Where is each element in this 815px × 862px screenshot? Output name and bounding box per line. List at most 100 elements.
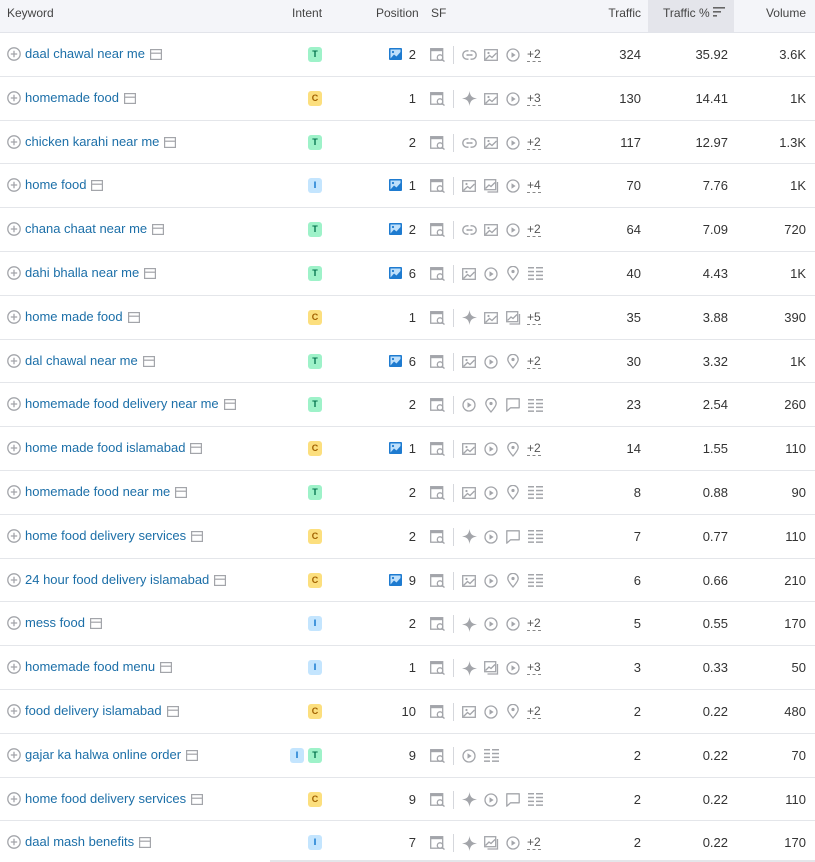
serp-features-icon[interactable]	[430, 222, 446, 238]
keyword-link[interactable]: mess food	[25, 615, 102, 633]
more-serp-features[interactable]: +2	[527, 47, 541, 62]
list-icon[interactable]	[527, 485, 543, 501]
serp-snapshot-icon[interactable]	[223, 398, 236, 414]
serp-snapshot-icon[interactable]	[160, 661, 173, 677]
ai-overview-icon[interactable]	[461, 835, 477, 851]
more-serp-features[interactable]: +2	[527, 134, 541, 150]
header-traffic-pct[interactable]: Traffic %	[663, 0, 725, 32]
intent-badge[interactable]: T	[308, 47, 322, 62]
keyword-link[interactable]: gajar ka halwa online order	[25, 747, 199, 765]
local-pack-icon[interactable]	[505, 441, 521, 457]
add-keyword-icon[interactable]	[7, 616, 21, 631]
list-icon[interactable]	[527, 792, 543, 808]
intent-badge[interactable]: I	[308, 835, 322, 851]
add-keyword-icon[interactable]	[7, 791, 21, 806]
image-icon[interactable]	[461, 704, 477, 720]
intent-badge[interactable]: C	[308, 703, 322, 719]
serp-snapshot-icon[interactable]	[149, 48, 162, 64]
serp-features-icon[interactable]	[430, 441, 446, 457]
keyword-link[interactable]: home food delivery services	[25, 791, 204, 809]
local-pack-icon[interactable]	[505, 354, 521, 370]
serp-features-icon[interactable]	[430, 704, 446, 720]
serp-snapshot-icon[interactable]	[152, 223, 165, 239]
intent-badge[interactable]: I	[308, 616, 322, 632]
keyword-link[interactable]: daal chawal near me	[25, 46, 162, 64]
intent-badge[interactable]: T	[308, 484, 322, 500]
serp-snapshot-icon[interactable]	[186, 749, 199, 765]
intent-badge[interactable]: T	[308, 265, 322, 281]
intent-badge[interactable]: C	[308, 309, 322, 325]
image-icon[interactable]	[461, 178, 477, 194]
keyword-link[interactable]: dal chawal near me	[25, 353, 155, 371]
serp-snapshot-icon[interactable]	[91, 179, 104, 195]
ai-overview-icon[interactable]	[461, 616, 477, 632]
add-keyword-icon[interactable]	[7, 397, 21, 412]
video-icon[interactable]	[505, 616, 521, 632]
serp-features-icon[interactable]	[430, 47, 446, 63]
add-keyword-icon[interactable]	[7, 178, 21, 193]
add-keyword-icon[interactable]	[7, 704, 21, 718]
intent-badge[interactable]: I	[308, 178, 322, 194]
video-icon[interactable]	[505, 660, 521, 676]
serp-features-icon[interactable]	[430, 573, 446, 589]
local-pack-icon[interactable]	[505, 573, 521, 589]
keyword-link[interactable]: 24 hour food delivery islamabad	[25, 572, 227, 590]
keyword-link[interactable]: home made food islamabad	[25, 440, 203, 458]
video-icon[interactable]	[505, 222, 521, 238]
keyword-link[interactable]: chana chaat near me	[25, 221, 165, 239]
keyword-link[interactable]: home made food	[25, 309, 140, 327]
serp-snapshot-icon[interactable]	[190, 442, 203, 458]
intent-badge[interactable]: T	[308, 353, 322, 369]
video-icon[interactable]	[483, 354, 499, 370]
serp-features-icon[interactable]	[430, 135, 446, 151]
list-icon[interactable]	[527, 529, 543, 545]
intent-badge[interactable]: T	[308, 222, 322, 238]
serp-features-icon[interactable]	[430, 354, 446, 370]
image-icon[interactable]	[461, 266, 477, 282]
video-icon[interactable]	[483, 573, 499, 589]
serp-snapshot-icon[interactable]	[144, 267, 157, 283]
more-serp-features[interactable]: +3	[527, 90, 541, 106]
reviews-icon[interactable]	[505, 397, 521, 413]
serp-snapshot-icon[interactable]	[127, 311, 140, 327]
intent-badge[interactable]: T	[308, 134, 322, 150]
list-icon[interactable]	[527, 397, 543, 413]
intent-badge[interactable]: C	[308, 441, 322, 457]
local-pack-icon[interactable]	[505, 266, 521, 282]
add-keyword-icon[interactable]	[7, 134, 21, 149]
keyword-link[interactable]: dahi bhalla near me	[25, 265, 157, 283]
serp-snapshot-icon[interactable]	[214, 574, 227, 590]
serp-features-icon[interactable]	[430, 266, 446, 282]
serp-snapshot-icon[interactable]	[123, 92, 136, 108]
local-pack-icon[interactable]	[505, 485, 521, 501]
serp-snapshot-icon[interactable]	[164, 136, 177, 152]
video-icon[interactable]	[483, 441, 499, 457]
video-icon[interactable]	[483, 266, 499, 282]
keyword-link[interactable]: homemade food near me	[25, 484, 188, 502]
intent-badge[interactable]: C	[308, 528, 322, 544]
intent-badge[interactable]: I	[290, 747, 304, 763]
video-icon[interactable]	[483, 704, 499, 720]
serp-features-icon[interactable]	[430, 616, 446, 632]
intent-badge[interactable]: T	[308, 747, 322, 763]
more-serp-features[interactable]: +2	[527, 222, 541, 238]
more-serp-features[interactable]: +5	[527, 309, 541, 325]
serp-features-icon[interactable]	[430, 660, 446, 676]
video-icon[interactable]	[505, 835, 521, 851]
serp-snapshot-icon[interactable]	[191, 530, 204, 546]
video-icon[interactable]	[505, 135, 521, 151]
list-icon[interactable]	[527, 266, 543, 282]
list-icon[interactable]	[527, 573, 543, 589]
add-keyword-icon[interactable]	[7, 528, 21, 543]
video-icon[interactable]	[505, 178, 521, 194]
serp-snapshot-icon[interactable]	[89, 617, 102, 633]
image-pack-icon[interactable]	[483, 835, 499, 851]
keyword-link[interactable]: chicken karahi near me	[25, 134, 177, 152]
serp-snapshot-icon[interactable]	[142, 355, 155, 371]
image-icon[interactable]	[483, 310, 499, 326]
image-icon[interactable]	[483, 47, 499, 63]
add-keyword-icon[interactable]	[7, 441, 21, 456]
serp-features-icon[interactable]	[430, 397, 446, 413]
add-keyword-icon[interactable]	[7, 222, 21, 237]
add-keyword-icon[interactable]	[7, 266, 21, 280]
